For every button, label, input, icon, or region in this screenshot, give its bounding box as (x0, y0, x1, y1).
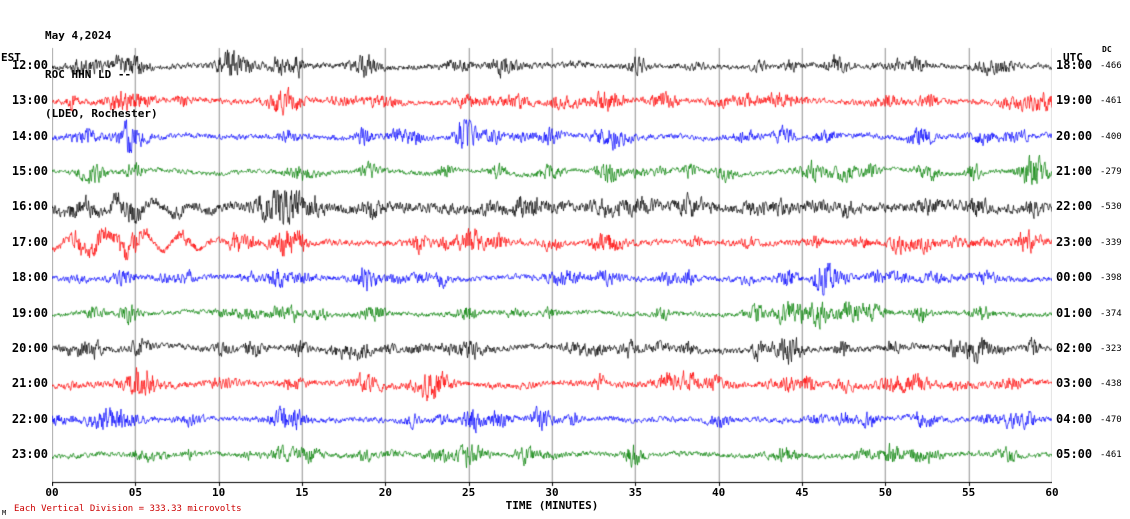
x-tick-label: 20 (378, 486, 392, 499)
dc-offset-value: -470 (1100, 414, 1122, 425)
utc-time-label: 00:00 (1056, 270, 1093, 285)
x-tick-label: 60 (1045, 486, 1059, 499)
est-time-label: 20:00 (11, 340, 48, 355)
utc-time-label: 22:00 (1056, 199, 1093, 214)
dc-offset-value: -530 (1100, 202, 1122, 213)
utc-time-label: 21:00 (1056, 164, 1093, 179)
dc-offset-value: -400 (1100, 131, 1122, 142)
dc-offset-value: -461 (1100, 449, 1122, 460)
x-tick-label: 45 (795, 486, 809, 499)
x-tick-label: 30 (545, 486, 559, 499)
dc-offset-value: -279 (1100, 167, 1122, 178)
utc-time-label: 02:00 (1056, 340, 1093, 355)
dc-offset-value: -461 (1100, 96, 1122, 107)
right-timezone-label: UTC (1063, 51, 1083, 64)
x-tick-label: 55 (962, 486, 976, 499)
dc-offset-value: -466 (1100, 61, 1122, 71)
x-tick-label: 25 (462, 486, 476, 499)
utc-time-label: 05:00 (1056, 446, 1093, 461)
utc-time-label: 19:00 (1056, 93, 1093, 108)
x-tick-label: 35 (628, 486, 642, 499)
vertical-scale-note: Each Vertical Division = 333.33 microvol… (14, 504, 242, 514)
est-time-label: 13:00 (11, 93, 48, 108)
seismogram-traces (52, 28, 1052, 490)
est-time-label: 21:00 (11, 376, 48, 391)
dc-offset-value: -398 (1100, 273, 1122, 284)
utc-time-label: 23:00 (1056, 234, 1093, 249)
est-time-label: 22:00 (11, 411, 48, 426)
dc-offset-value: -374 (1100, 308, 1122, 319)
est-time-label: 18:00 (11, 270, 48, 285)
x-tick-label: 40 (712, 486, 726, 499)
est-time-label: 19:00 (11, 305, 48, 320)
utc-time-label: 03:00 (1056, 376, 1093, 391)
est-time-label: 17:00 (11, 234, 48, 249)
x-tick-label: 05 (128, 486, 142, 499)
x-axis-title: TIME (MINUTES) (505, 499, 599, 512)
x-tick-label: 50 (878, 486, 892, 499)
dc-offset-column-label: DC (1102, 45, 1112, 54)
est-time-label: 23:00 (11, 446, 48, 461)
x-tick-label: 00 (45, 486, 59, 499)
utc-time-label: 04:00 (1056, 411, 1093, 426)
est-time-label: 12:00 (11, 58, 48, 72)
utc-time-label: 18:00 (1056, 58, 1093, 72)
utc-time-label: 20:00 (1056, 128, 1093, 143)
left-timezone-label: EST (1, 51, 21, 64)
x-tick-label: 10 (212, 486, 226, 499)
x-tick-label: 15 (295, 486, 309, 499)
est-time-label: 15:00 (11, 164, 48, 179)
est-time-label: 16:00 (11, 199, 48, 214)
corner-watermark: M (2, 509, 7, 517)
utc-time-label: 01:00 (1056, 305, 1093, 320)
dc-offset-value: -438 (1100, 379, 1122, 390)
est-time-label: 14:00 (11, 128, 48, 143)
dc-offset-value: -323 (1100, 343, 1122, 354)
dc-offset-value: -339 (1100, 237, 1122, 248)
